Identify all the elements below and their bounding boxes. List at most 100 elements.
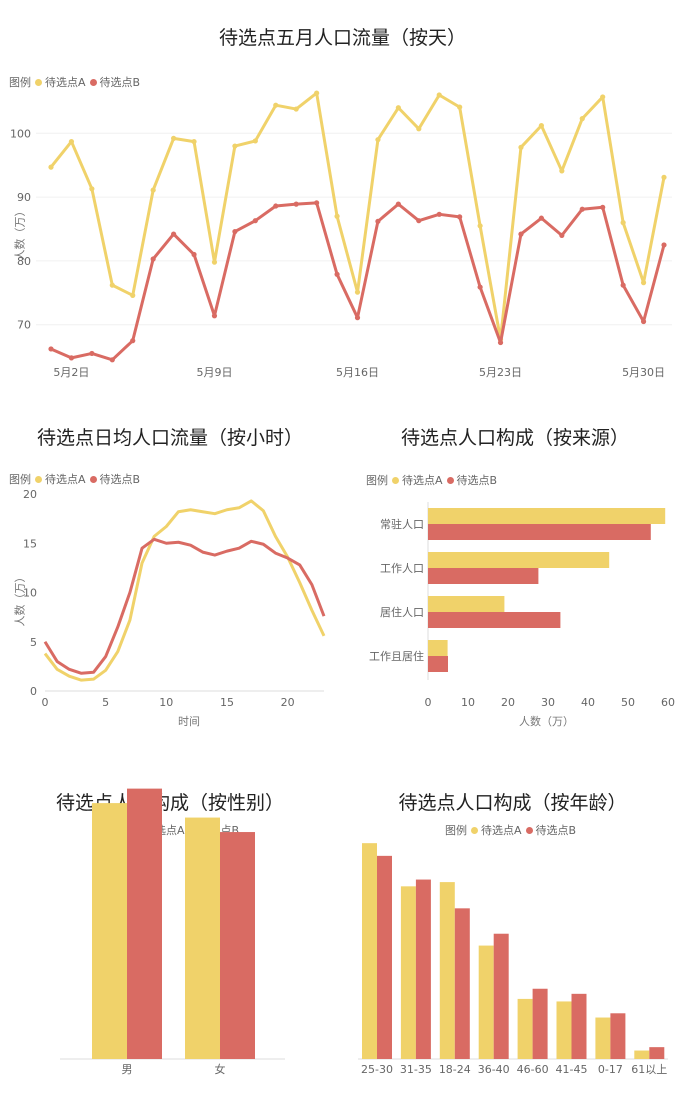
bar[interactable] (428, 568, 539, 584)
bar[interactable] (649, 1047, 665, 1059)
data-point[interactable] (620, 220, 626, 226)
data-point[interactable] (436, 92, 442, 98)
data-point[interactable] (640, 318, 647, 325)
data-point[interactable] (68, 138, 75, 145)
bar[interactable] (415, 879, 431, 1059)
data-point[interactable] (375, 137, 381, 143)
data-point[interactable] (477, 284, 483, 290)
legend-series-a[interactable]: 待选点A (45, 473, 86, 486)
data-point[interactable] (375, 218, 381, 224)
data-point[interactable] (150, 187, 156, 193)
chart-source-legend[interactable]: 图例 待选点A 待选点B (366, 472, 497, 488)
data-point[interactable] (354, 315, 361, 321)
data-point[interactable] (211, 259, 218, 265)
data-point[interactable] (457, 214, 463, 220)
legend-series-a[interactable]: 待选点A (481, 824, 522, 837)
data-point[interactable] (130, 292, 136, 298)
legend-series-a[interactable]: 待选点A (402, 474, 443, 487)
data-point[interactable] (109, 357, 115, 363)
data-point[interactable] (314, 200, 320, 206)
data-point[interactable] (252, 218, 258, 224)
data-point[interactable] (150, 256, 156, 262)
bar[interactable] (92, 803, 127, 1059)
legend-series-b[interactable]: 待选点B (99, 473, 141, 486)
data-point[interactable] (600, 204, 606, 210)
data-point[interactable] (457, 104, 463, 110)
data-point[interactable] (191, 251, 197, 258)
data-point[interactable] (252, 138, 258, 144)
bar[interactable] (493, 933, 509, 1059)
data-point[interactable] (477, 223, 483, 229)
data-point[interactable] (89, 186, 95, 192)
chart-daily-legend[interactable]: 图例 待选点A 待选点B (9, 74, 140, 90)
data-point[interactable] (579, 116, 585, 122)
series-line-b[interactable] (43, 537, 326, 675)
data-point[interactable] (293, 106, 299, 112)
bar[interactable] (428, 640, 448, 656)
bar[interactable] (428, 552, 610, 568)
data-point[interactable] (538, 215, 545, 221)
data-point[interactable] (211, 313, 218, 319)
bar[interactable] (556, 1001, 572, 1059)
data-point[interactable] (518, 144, 524, 150)
data-point[interactable] (661, 242, 667, 248)
data-point[interactable] (538, 123, 545, 129)
bar[interactable] (185, 817, 220, 1059)
bar[interactable] (532, 988, 548, 1059)
data-point[interactable] (232, 143, 238, 149)
data-point[interactable] (273, 102, 279, 108)
data-point[interactable] (89, 350, 95, 357)
data-point[interactable] (416, 126, 422, 132)
data-point[interactable] (109, 282, 115, 288)
bar[interactable] (439, 882, 455, 1059)
bar[interactable] (595, 1017, 611, 1059)
data-point[interactable] (171, 135, 177, 141)
legend-series-b[interactable]: 待选点B (535, 824, 577, 837)
data-point[interactable] (191, 138, 197, 145)
data-point[interactable] (48, 164, 54, 170)
bar[interactable] (454, 908, 470, 1059)
legend-series-b[interactable]: 待选点B (99, 76, 141, 89)
data-point[interactable] (354, 289, 361, 295)
data-point[interactable] (640, 280, 647, 286)
data-point[interactable] (334, 271, 340, 277)
data-point[interactable] (559, 168, 565, 174)
data-point[interactable] (395, 105, 401, 111)
data-point[interactable] (620, 282, 626, 288)
bar[interactable] (428, 524, 651, 540)
data-point[interactable] (559, 232, 565, 238)
bar[interactable] (220, 832, 255, 1059)
series-line-a[interactable] (43, 499, 326, 682)
bar[interactable] (127, 788, 162, 1059)
data-point[interactable] (579, 206, 585, 212)
data-point[interactable] (68, 355, 75, 361)
bar[interactable] (571, 993, 587, 1059)
data-point[interactable] (171, 231, 177, 237)
legend-series-b[interactable]: 待选点B (456, 474, 498, 487)
data-point[interactable] (497, 339, 504, 346)
bar[interactable] (517, 998, 533, 1059)
bar[interactable] (377, 855, 392, 1059)
data-point[interactable] (436, 211, 442, 217)
bar[interactable] (400, 886, 416, 1059)
data-point[interactable] (416, 218, 422, 224)
bar[interactable] (428, 508, 666, 524)
data-point[interactable] (314, 90, 320, 96)
bar[interactable] (362, 843, 377, 1059)
chart-hourly-legend[interactable]: 图例 待选点A 待选点B (9, 471, 140, 487)
bar[interactable] (610, 1013, 626, 1059)
chart-age-legend[interactable]: 图例 待选点A 待选点B (445, 822, 576, 838)
data-point[interactable] (232, 228, 238, 235)
data-point[interactable] (395, 201, 401, 207)
data-point[interactable] (48, 346, 54, 352)
data-point[interactable] (518, 231, 524, 237)
bar[interactable] (428, 596, 505, 612)
data-point[interactable] (293, 201, 299, 207)
bar[interactable] (428, 656, 448, 672)
data-point[interactable] (661, 174, 667, 180)
legend-series-a[interactable]: 待选点A (45, 76, 86, 89)
bar[interactable] (478, 945, 494, 1059)
data-point[interactable] (130, 338, 136, 344)
data-point[interactable] (600, 94, 606, 100)
data-point[interactable] (273, 203, 279, 209)
